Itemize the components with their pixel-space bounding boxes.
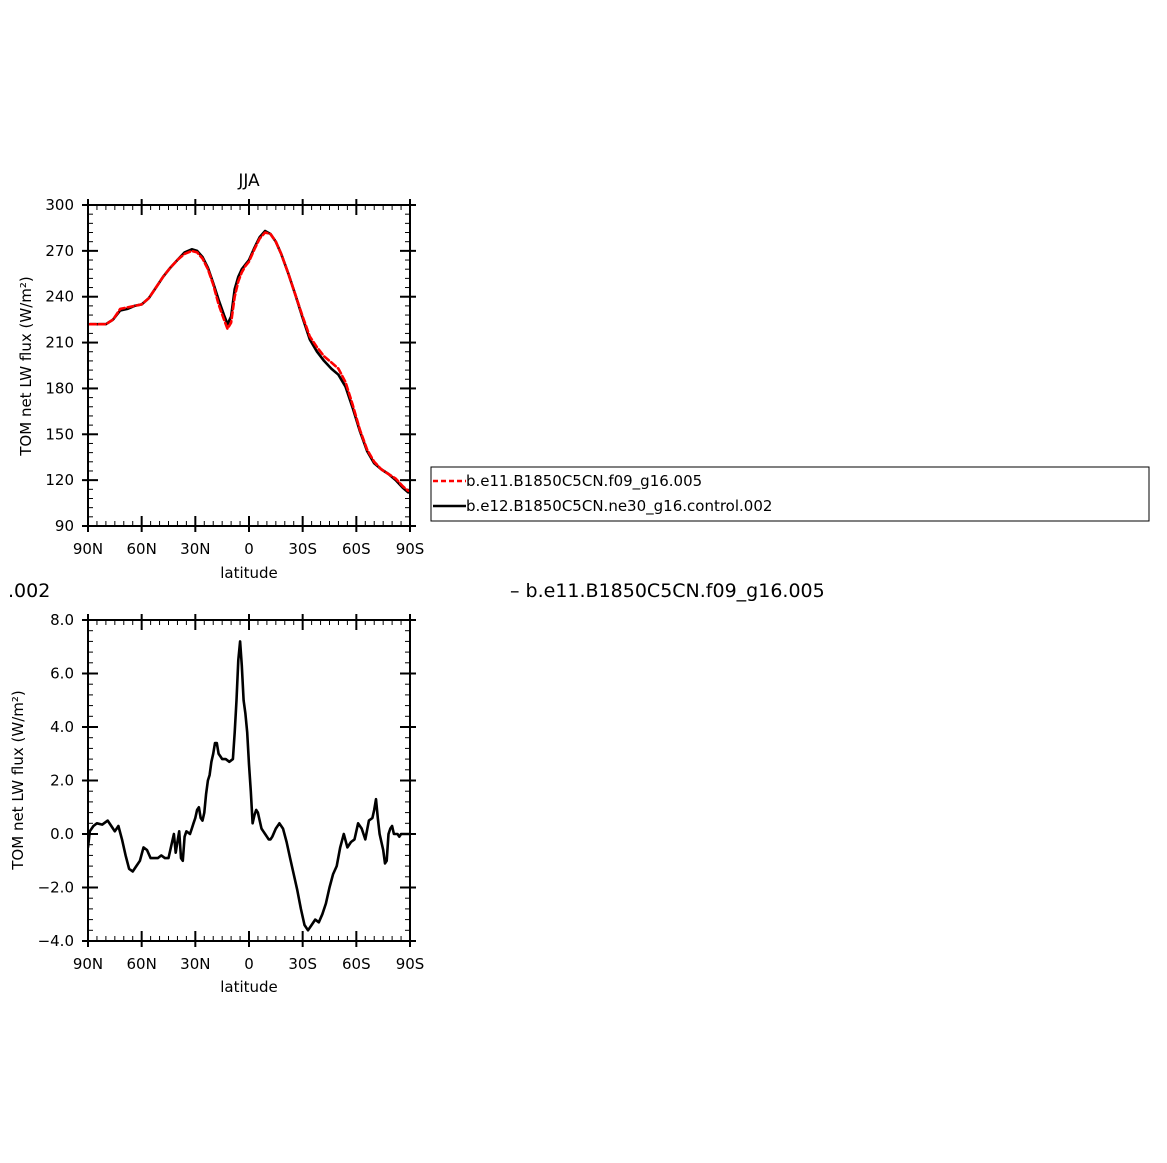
top-y-tick-label: 90 [55, 517, 74, 535]
top-ticks [82, 199, 416, 532]
bottom-frame [87, 619, 411, 942]
top-x-tick-label: 0 [244, 540, 254, 558]
bottom-y-tick-label: 8.0 [50, 611, 74, 629]
bottom-y-tick-label: −2.0 [38, 879, 74, 897]
top-y-axis-title: TOM net LW flux (W/m²) [17, 276, 35, 456]
bottom-x-tick-label: 60N [127, 955, 157, 973]
legend-label-red: b.e11.B1850C5CN.f09_g16.005 [466, 472, 702, 491]
top-y-tick-label: 270 [45, 242, 74, 260]
bottom-x-tick-label: 90N [73, 955, 103, 973]
legend-box [430, 466, 1150, 522]
top-x-tick-label: 30S [288, 540, 317, 558]
bottom-x-axis-title: latitude [220, 978, 278, 996]
top-plot-area: 90N 60N 30N 0 30S 60S 90S 90 120 150 180 210 240 270 3… [45, 196, 424, 558]
bottom-y-tick-label: 4.0 [50, 718, 74, 736]
top-x-axis-title: latitude [220, 564, 278, 582]
bottom-y-tick-label: 6.0 [50, 665, 74, 683]
bottom-x-tick-label: 90S [396, 955, 425, 973]
bottom-y-tick-label: 0.0 [50, 825, 74, 843]
bottom-plot-area: 90N 60N 30N 0 30S 60S 90S −4.0 −2.0 0.0 2.0 4.0 6.0 8… [38, 611, 425, 973]
top-x-tick-label: 90N [73, 540, 103, 558]
legend: b.e11.B1850C5CN.f09_g16.005 b.e12.B1850C… [430, 466, 1150, 522]
legend-label-black: b.e12.B1850C5CN.ne30_g16.control.002 [466, 497, 772, 516]
top-y-tick-label: 180 [45, 379, 74, 397]
bottom-y-tick-label: −4.0 [38, 932, 74, 950]
top-frame [87, 204, 411, 527]
bottom-x-tick-label: 0 [244, 955, 254, 973]
top-y-tick-label: 210 [45, 334, 74, 352]
top-x-tick-label: 60N [127, 540, 157, 558]
top-x-tick-label: 90S [396, 540, 425, 558]
top-y-tick-label: 300 [45, 196, 74, 214]
bottom-y-tick-label: 2.0 [50, 772, 74, 790]
bottom-x-tick-label: 30N [180, 955, 210, 973]
top-series-line-0 [88, 229, 410, 494]
top-x-tick-label: 30N [180, 540, 210, 558]
bottom-x-tick-label: 30S [288, 955, 317, 973]
top-y-tick-label: 150 [45, 425, 74, 443]
top-y-tick-label: 240 [45, 288, 74, 306]
fragment-left-text: .002 [8, 580, 50, 602]
top-y-tick-label: 120 [45, 471, 74, 489]
bottom-x-tick-label: 60S [342, 955, 371, 973]
top-panel: JJA 90N 60N 30N 0 30S 60S 90S 90 120 150 180 210 240… [17, 171, 424, 582]
bottom-panel: 90N 60N 30N 0 30S 60S 90S −4.0 −2.0 0.0 2.0 4.0 6.0 8… [9, 611, 424, 996]
fragment-right-text: – b.e11.B1850C5CN.f09_g16.005 [510, 580, 825, 602]
bottom-y-axis-title: TOM net LW flux (W/m²) [9, 690, 27, 870]
top-series-line-1 [88, 231, 410, 493]
top-chart-title: JJA [237, 171, 260, 191]
bottom-series-line-0 [88, 640, 410, 932]
top-x-tick-label: 60S [342, 540, 371, 558]
